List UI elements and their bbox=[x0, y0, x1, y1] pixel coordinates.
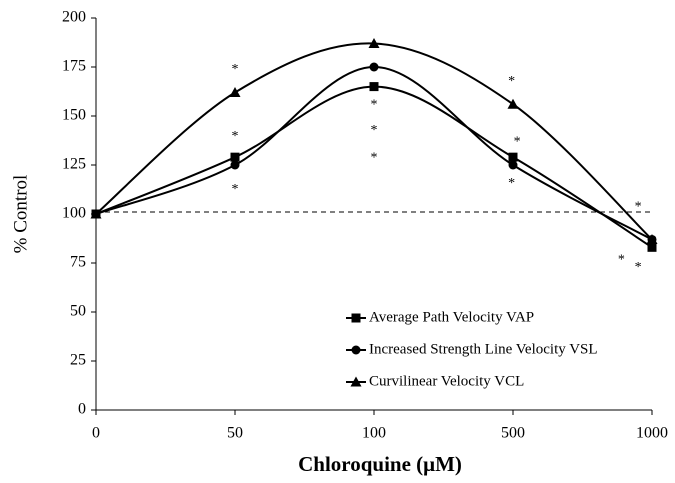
marker-square bbox=[647, 242, 657, 252]
marker-square bbox=[508, 152, 518, 162]
y-tick-label: 75 bbox=[70, 254, 86, 271]
annotation: * bbox=[635, 260, 642, 275]
x-tick-label: 50 bbox=[227, 425, 243, 442]
annotation: * bbox=[371, 150, 378, 165]
legend-label: Curvilinear Velocity VCL bbox=[369, 373, 524, 389]
marker-square bbox=[351, 313, 361, 323]
y-tick-label: 25 bbox=[70, 352, 86, 369]
annotation: * bbox=[508, 176, 515, 191]
y-tick-label: 0 bbox=[78, 401, 86, 418]
annotation: * bbox=[232, 182, 239, 197]
y-tick-label: 150 bbox=[62, 107, 86, 124]
annotation: * bbox=[508, 74, 515, 89]
series-line bbox=[95, 42, 653, 241]
y-axis-title: % Control bbox=[10, 175, 31, 254]
annotation: * bbox=[371, 97, 378, 112]
legend-label: Average Path Velocity VAP bbox=[369, 309, 534, 325]
marker-triangle bbox=[229, 86, 241, 97]
marker-square bbox=[230, 152, 240, 162]
marker-triangle bbox=[350, 376, 362, 387]
x-axis-title: Chloroquine (μM) bbox=[298, 452, 462, 476]
marker-circle bbox=[369, 62, 379, 72]
marker-circle bbox=[508, 160, 518, 170]
x-tick-label: 1000 bbox=[636, 425, 668, 442]
y-tick-label: 125 bbox=[62, 156, 86, 173]
annotation: * bbox=[371, 123, 378, 138]
y-tick-label: 200 bbox=[62, 9, 86, 26]
legend-label: Increased Strength Line Velocity VSL bbox=[369, 341, 598, 357]
annotation: * bbox=[514, 135, 521, 150]
marker-circle bbox=[230, 160, 240, 170]
y-tick-label: 175 bbox=[62, 58, 86, 75]
y-tick-label: 50 bbox=[70, 303, 86, 320]
annotation: * bbox=[232, 62, 239, 77]
y-tick-label: 100 bbox=[62, 205, 86, 222]
marker-triangle bbox=[90, 208, 102, 219]
marker-square bbox=[369, 82, 379, 92]
annotation: * bbox=[635, 199, 642, 214]
marker-triangle bbox=[646, 233, 658, 244]
annotation: * bbox=[232, 129, 239, 144]
marker-circle bbox=[351, 345, 361, 355]
x-tick-label: 500 bbox=[501, 425, 525, 442]
annotation: * bbox=[618, 252, 625, 267]
x-tick-label: 100 bbox=[362, 425, 386, 442]
x-tick-label: 0 bbox=[92, 425, 100, 442]
marker-triangle bbox=[368, 37, 380, 48]
marker-triangle bbox=[507, 98, 519, 109]
